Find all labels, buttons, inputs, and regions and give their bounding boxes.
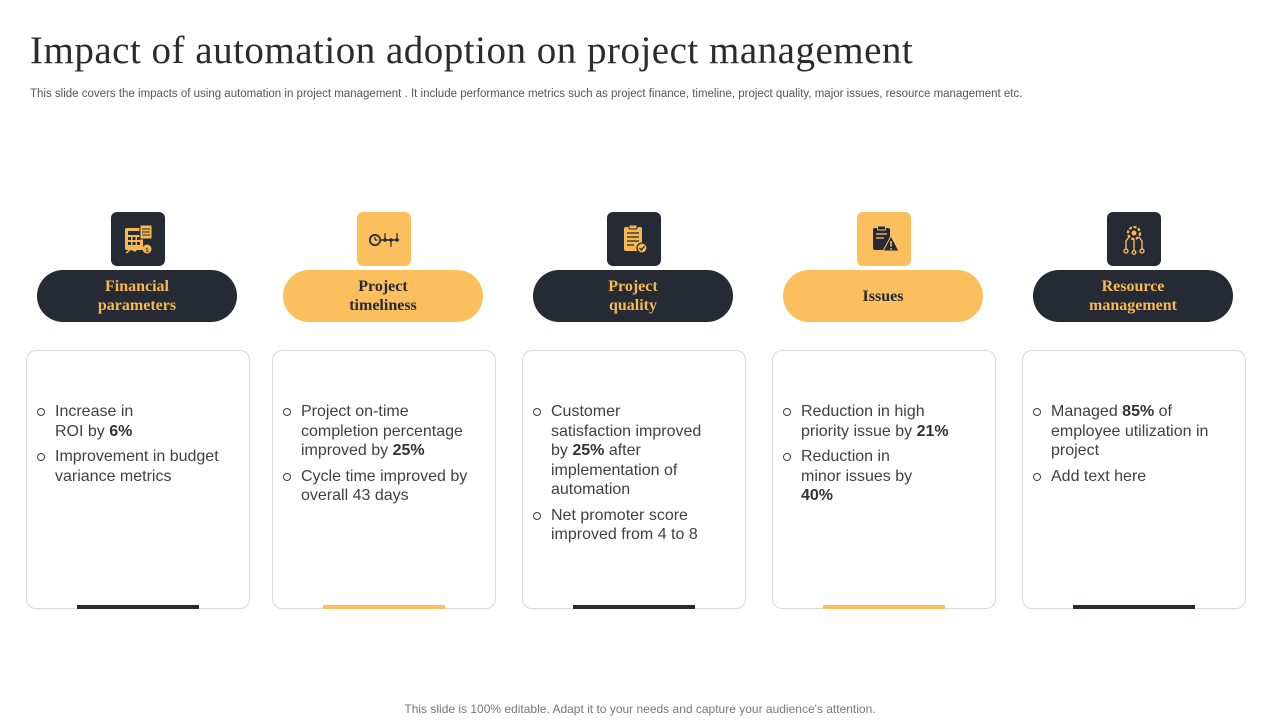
bullet-highlight: 21% [916,422,949,440]
category-label-line1: Issues [862,287,904,305]
bullet-text: Customer satisfaction improved by [551,403,702,459]
bullet-text: Cycle time improved by overall 43 days [301,467,468,505]
card-accent-bar [1073,605,1195,609]
bullet-item: Managed 85% of employee utilization in p… [1033,402,1233,461]
bullet-circle-icon [783,453,791,461]
bullet-highlight: 6% [109,422,133,440]
column-project-quality: Project quality Customer satisfaction im… [522,212,746,610]
bullet-list: Increase in ROI by 6% Improvement in bud… [37,402,237,492]
bullet-item: Reduction in minor issues by 40% [783,447,983,506]
category-label-line1: Project [358,278,408,295]
category-label-line2: parameters [97,297,177,314]
bullet-item: Project on-time completion percentage im… [283,402,483,461]
bullet-item: Net promoter score improved from 4 to 8 [533,506,733,545]
column-project-timeliness: Project timeliness Project on-time compl… [272,212,496,610]
metric-card: Customer satisfaction improved by 25% af… [522,350,746,609]
bullet-circle-icon [37,453,45,461]
bullet-text: Net promoter score improved from 4 to 8 [551,506,698,544]
bullet-text: Improvement in budget variance metrics [55,448,219,485]
bullet-circle-icon [533,408,541,416]
bullet-item: Reduction in high priority issue by 21% [783,402,983,441]
page-title: Impact of automation adoption on project… [30,29,914,72]
quality-clipboard-icon [607,212,661,266]
bullet-highlight: 85% [1122,403,1155,420]
bullet-item: Customer satisfaction improved by 25% af… [533,402,733,500]
category-pill-timeliness: Project timeliness [283,270,483,322]
metric-card: Reduction in high priority issue by 21% … [772,350,996,609]
bullet-list: Reduction in high priority issue by 21% … [783,402,983,512]
metric-card: Increase in ROI by 6% Improvement in bud… [26,350,250,609]
bullet-item: Cycle time improved by overall 43 days [283,467,483,506]
timeline-clock-icon [357,212,411,266]
bullet-text: Reduction in minor issues by [801,448,913,485]
svg-text:$: $ [145,247,149,254]
bullet-circle-icon [783,408,791,416]
bullet-text: Reduction in high priority issue by [801,403,925,440]
bullet-circle-icon [533,511,541,520]
bullet-list: Project on-time completion percentage im… [283,402,483,512]
bullet-text: Managed [1051,403,1123,420]
bullet-circle-icon [37,408,45,416]
bullet-list: Managed 85% of employee utilization in p… [1033,402,1233,492]
bullet-text: Increase in ROI by [55,403,134,440]
bullet-item: Increase in ROI by 6% [37,402,237,441]
category-pill-financial: Financial parameters [37,270,237,322]
card-accent-bar [823,605,945,609]
page-subtitle: This slide covers the impacts of using a… [30,88,1023,100]
column-resource-management: Resource management Managed 85% of emplo… [1022,212,1246,610]
category-label-line2: timeliness [349,297,417,314]
financial-calculator-icon: $ [111,212,165,266]
category-pill-quality: Project quality [533,270,733,322]
bullet-highlight: 40% [801,487,834,504]
column-financial-parameters: $ Financial parameters Increase in ROI b… [26,212,250,610]
bullet-text: of employee utilization in project [1051,403,1209,459]
footer-note: This slide is 100% editable. Adapt it to… [404,702,876,716]
metric-card: Managed 85% of employee utilization in p… [1022,350,1246,609]
card-accent-bar [573,605,695,609]
card-accent-bar [323,605,445,609]
category-label-line1: Project [608,278,658,295]
category-label-line2: quality [608,297,657,314]
category-label-line2: management [1089,297,1177,314]
bullet-circle-icon [283,472,291,481]
bullet-circle-icon [1033,472,1041,481]
issues-warning-clipboard-icon [857,212,911,266]
bullet-highlight: 25% [572,442,605,459]
bullet-text: Add text here [1051,467,1147,485]
category-pill-resource: Resource management [1033,270,1233,322]
category-label-line1: Resource [1101,278,1165,295]
bullet-highlight: 25% [392,442,425,459]
bullet-circle-icon [1033,408,1041,416]
resource-gear-network-icon [1107,212,1161,266]
bullet-list: Customer satisfaction improved by 25% af… [533,402,733,551]
metric-card: Project on-time completion percentage im… [272,350,496,609]
category-pill-issues: Issues [783,270,983,322]
bullet-item: Add text here [1033,467,1233,487]
bullet-text: Project on-time completion percentage im… [301,403,463,459]
bullet-circle-icon [283,408,291,416]
category-label-line1: Financial [104,278,169,295]
bullet-text: after implementation of automation [551,442,678,498]
column-issues: Issues Reduction in high priority issue … [772,212,996,610]
card-accent-bar [77,605,199,609]
bullet-item: Improvement in budget variance metrics [37,447,237,486]
